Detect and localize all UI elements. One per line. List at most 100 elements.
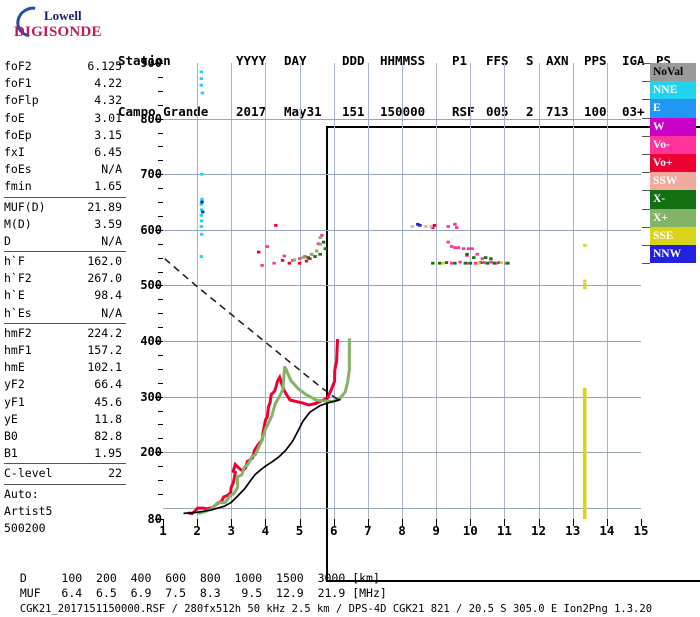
- param-key: B0: [4, 428, 18, 443]
- param-footer-line-0: Auto:: [4, 486, 39, 501]
- param-value: 45.6: [94, 394, 122, 409]
- scatter-point-vo-: [470, 247, 474, 251]
- y-tick-minor: [158, 313, 163, 314]
- legend-item-noval[interactable]: NoVal: [650, 63, 696, 82]
- legend-tick: [642, 154, 650, 155]
- y-tick-label-800: 800: [140, 111, 162, 126]
- x-tick-label-1: 1: [159, 523, 167, 538]
- scatter-point-vo-: [453, 222, 457, 226]
- param-row-foep: foEp 3.15: [4, 127, 126, 144]
- scatter-point-nne: [200, 219, 204, 223]
- scatter-point-x-: [438, 261, 442, 265]
- gridline-h: [163, 508, 641, 509]
- param-value: N/A: [101, 305, 122, 320]
- x-tick-label-4: 4: [261, 523, 270, 538]
- y-tick-minor: [158, 466, 163, 467]
- trace-vo-ordinary-trace: [188, 339, 340, 516]
- y-tick-major: [155, 285, 163, 286]
- scatter-point-x-: [468, 261, 473, 265]
- y-tick-label-200: 200: [140, 445, 162, 460]
- param-divider: [4, 463, 126, 465]
- param-value: N/A: [101, 233, 122, 248]
- scatter-point-vo-: [291, 259, 295, 262]
- lowell-digisonde-logo: Lowell DIGISONDE: [8, 0, 118, 46]
- legend-item-nne[interactable]: NNE: [650, 81, 696, 100]
- y-tick-label-80: 80: [147, 512, 162, 526]
- legend-item-sse[interactable]: SSE: [650, 226, 696, 245]
- ionogram-plot[interactable]: [163, 63, 700, 582]
- y-tick-label-700: 700: [140, 167, 162, 182]
- y-axis-ticks: [155, 63, 163, 520]
- scatter-point-sse: [583, 244, 587, 247]
- gridline-h: [163, 119, 641, 120]
- y-tick-minor: [158, 494, 163, 495]
- scatter-point-vo-: [456, 246, 461, 249]
- scatter-point-nne: [199, 83, 203, 87]
- param-key: yF2: [4, 377, 25, 392]
- param-row-foes: foEs N/A: [4, 161, 126, 178]
- scatter-point-ssw: [429, 225, 433, 228]
- header-val-s: 2: [526, 104, 534, 119]
- scatter-point-vo-: [449, 245, 454, 248]
- scatter-point-vo-: [272, 261, 276, 265]
- scatter-point-vo-: [446, 240, 450, 244]
- legend-item-vo[interactable]: Vo-: [650, 135, 696, 154]
- scatter-point-x-: [492, 261, 496, 265]
- scatter-point-vo-: [489, 260, 493, 264]
- legend-item-w[interactable]: W: [650, 117, 696, 136]
- x-axis-labels: 1 2 3 4 5 6 7 8 9 10 11 12 13 14 15: [159, 521, 648, 545]
- x-tick: [197, 519, 198, 526]
- param-value: 3.15: [94, 127, 122, 142]
- x-tick-label-8: 8: [398, 523, 406, 538]
- x-tick: [607, 519, 608, 526]
- y-tick-minor: [158, 146, 163, 147]
- y-tick-major: [155, 519, 163, 520]
- legend-item-x[interactable]: X-: [650, 190, 696, 209]
- param-key: foE: [4, 110, 25, 125]
- param-key: foEp: [4, 127, 32, 142]
- y-tick-minor: [158, 480, 163, 481]
- y-tick-major: [155, 119, 163, 120]
- legend-item-vo[interactable]: Vo+: [650, 153, 696, 173]
- param-key: MUF(D): [4, 199, 46, 214]
- scatter-point-x-: [453, 261, 457, 265]
- legend-item-ssw[interactable]: SSW: [650, 172, 696, 191]
- param-row-yf1: yF1 45.6: [4, 394, 126, 411]
- scatter-point-x-: [472, 256, 476, 259]
- scatter-point-x-: [318, 252, 322, 256]
- gridline-v: [504, 63, 505, 519]
- x-tick-label-15: 15: [633, 523, 649, 538]
- x-tick: [641, 519, 642, 526]
- legend-item-e[interactable]: E: [650, 99, 696, 118]
- param-key: B1: [4, 446, 18, 461]
- scatter-point-nnw: [201, 210, 205, 214]
- gridline-v: [470, 63, 471, 519]
- x-tick: [436, 519, 437, 526]
- param-value: 4.22: [94, 76, 122, 91]
- header-col-ffs: FFS: [486, 53, 509, 68]
- legend-item-nnw[interactable]: NNW: [650, 244, 696, 264]
- y-tick-minor: [158, 77, 163, 78]
- y-tick-major: [155, 452, 163, 453]
- scatter-point-x+: [318, 242, 322, 246]
- y-tick-minor: [158, 133, 163, 134]
- y-tick-minor: [158, 188, 163, 189]
- param-row-hf: h`F 162.0: [4, 253, 126, 270]
- scatter-point-vo-: [282, 254, 286, 258]
- legend-tick: [642, 117, 650, 119]
- scatter-point-x-: [484, 256, 488, 259]
- gridline-h: [163, 452, 641, 453]
- ionospheric-parameters-panel: foF2 6.125 foF1 4.22 foFlp 4.32 foE 3.01 foEp 3.1…: [4, 58, 126, 537]
- scatter-point-x-: [489, 257, 493, 261]
- direction-legend[interactable]: NoVal NNE E W Vo- Vo+ SSW X- X+ SSE NNW: [642, 63, 696, 265]
- y-tick-minor: [158, 438, 163, 439]
- x-tick: [334, 519, 335, 526]
- legend-item-x[interactable]: X+: [650, 208, 696, 227]
- footer-muf-row: MUF 6.4 6.5 6.9 7.5 8.3 9.5 12.9 21.9 [M…: [19, 586, 387, 600]
- scatter-point-nne: [199, 202, 203, 206]
- param-row-fof1: foF1 4.22: [4, 75, 126, 92]
- scatter-point-vo+: [298, 261, 302, 265]
- param-row-fof2: foF2 6.125: [4, 58, 126, 75]
- param-divider: [4, 251, 126, 253]
- y-tick-minor: [158, 258, 163, 259]
